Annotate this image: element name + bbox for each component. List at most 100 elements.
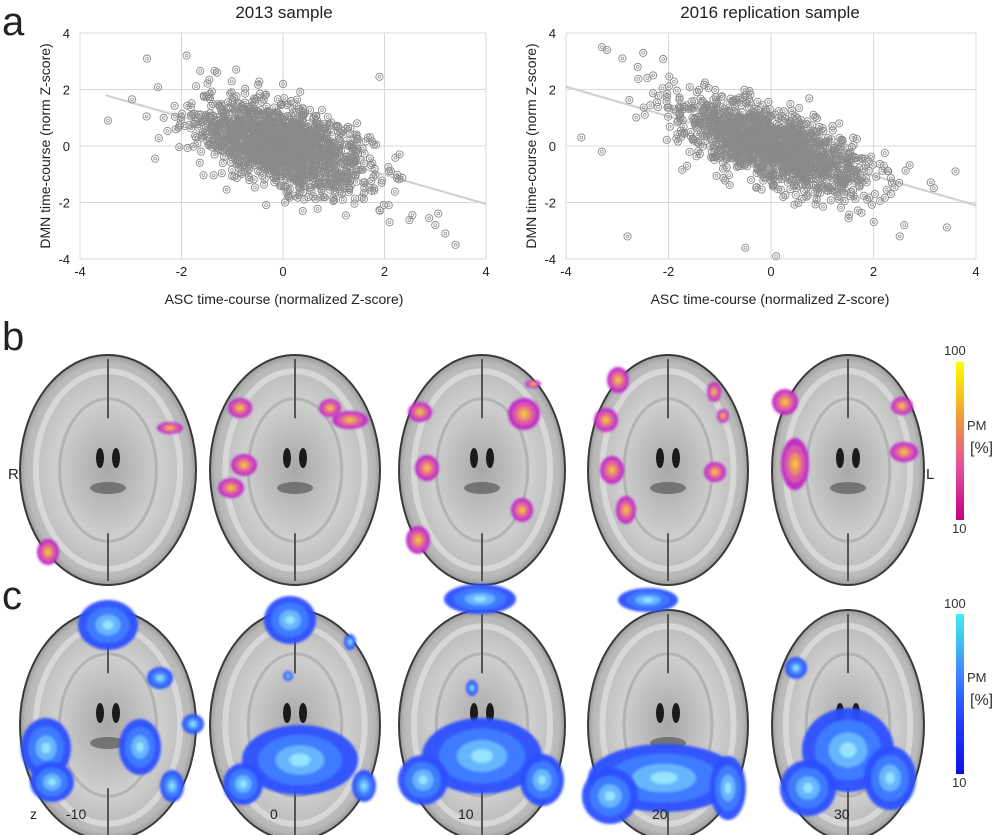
y-tick-label: -4 [544, 252, 556, 267]
x-tick-label: -4 [560, 264, 572, 279]
scatter-point [662, 135, 671, 144]
scatter-point [828, 122, 837, 131]
scatter-point [672, 86, 681, 95]
activation-blob [157, 422, 183, 434]
x-tick-label: 4 [482, 264, 489, 279]
scatter-point [341, 211, 350, 220]
colorbar-c-unit: [%] [970, 692, 994, 709]
activation-blob [37, 539, 59, 565]
plot-title: 2013 sample [235, 3, 332, 22]
scatter-point [250, 183, 260, 192]
scatter-point [451, 240, 460, 249]
activation-blob [398, 755, 448, 805]
scatter-point [323, 113, 332, 122]
scatter-point [653, 102, 662, 112]
scatter-point [313, 204, 322, 213]
activation-blob [228, 398, 252, 418]
activation-blob [415, 455, 439, 481]
scatter-point [791, 190, 800, 200]
colorbar-c-max: 100 [944, 596, 966, 611]
activation-blob [408, 402, 432, 422]
scatter-point [665, 72, 674, 81]
activation-blob [283, 671, 293, 681]
scatter-point [646, 101, 655, 110]
y-tick-label: -2 [58, 196, 70, 211]
y-tick-label: 4 [63, 26, 70, 41]
scatter-point [725, 181, 734, 190]
scatter-point [196, 66, 205, 75]
scatter-point [390, 187, 399, 196]
activation-blob [218, 478, 244, 498]
activation-blob [332, 411, 368, 429]
scatter-point [154, 134, 163, 143]
y-axis-label: DMN time-course (norm Z-score) [37, 43, 53, 248]
activation-blob [525, 380, 541, 388]
scatter-point [209, 171, 218, 180]
scatter-point [259, 180, 269, 189]
panel-label-c: c [2, 574, 22, 618]
y-tick-label: -4 [58, 252, 70, 267]
scatter-point [665, 122, 674, 131]
activation-blob [607, 367, 629, 393]
activation-blob [231, 454, 257, 476]
scatter-point [338, 195, 347, 204]
scatter-point [232, 65, 241, 74]
scatter-point [287, 96, 296, 106]
scatter-point [649, 71, 658, 80]
scatter-point [618, 54, 627, 63]
activation-blob [119, 719, 161, 775]
activation-blob [30, 762, 74, 802]
scatter-point [836, 203, 846, 212]
scatter-point [779, 193, 788, 202]
y-axis-label: DMN time-course (norm Z-score) [523, 43, 539, 248]
scatter-point [298, 206, 307, 216]
scatter-point [880, 148, 889, 158]
scatter-point [227, 77, 236, 86]
scatter-points [103, 51, 460, 249]
colorbar-b [956, 362, 964, 520]
scatter-point [142, 54, 152, 63]
scatter-point [371, 170, 380, 179]
scatter-plot-2013: 2013 sample -4 -2 0 2 4 4 2 0 -2 -4 ASC time-cour… [37, 3, 490, 307]
scatter-point [712, 171, 721, 180]
colorbar-c [956, 614, 964, 774]
panel-c-deactivation-row [19, 584, 925, 835]
activation-blob [772, 389, 798, 415]
activation-blob [781, 438, 809, 490]
activation-blob [594, 408, 618, 432]
scatter-point [317, 106, 326, 115]
scatter-point [441, 229, 450, 238]
x-tick-label: 2 [870, 264, 877, 279]
slice-label-2: 0 [270, 806, 278, 822]
scatter-point [895, 232, 904, 241]
y-tick-label: 2 [63, 83, 70, 98]
slice-label-1: -10 [66, 806, 87, 822]
activation-blob [223, 763, 263, 805]
scatter-point [659, 54, 668, 64]
panel-label-a: a [2, 0, 25, 44]
y-tick-label: 0 [549, 139, 556, 154]
scatter-point [385, 218, 394, 227]
scatter-point [685, 147, 694, 156]
activation-blob [444, 584, 516, 614]
activation-blob [785, 657, 807, 679]
y-tick-label: -2 [544, 196, 556, 211]
y-tick-label: 2 [549, 83, 556, 98]
scatter-point [658, 84, 667, 93]
scatter-point [128, 95, 137, 104]
colorbar-c-label: PM [967, 670, 987, 685]
activation-blob [466, 680, 478, 696]
scatter-point [293, 95, 302, 104]
scatter-point [182, 51, 191, 60]
scatter-point [359, 159, 368, 168]
y-tick-label: 4 [549, 26, 556, 41]
scatter-point [222, 185, 231, 194]
x-tick-label: -2 [176, 264, 188, 279]
scatter-point [942, 223, 951, 232]
scatter-point [597, 147, 606, 156]
activation-blob [616, 496, 636, 524]
panel-b-activation-row [19, 354, 925, 586]
scatter-point [623, 232, 632, 241]
colorbar-b-max: 100 [944, 343, 966, 358]
activation-blob [352, 770, 376, 802]
